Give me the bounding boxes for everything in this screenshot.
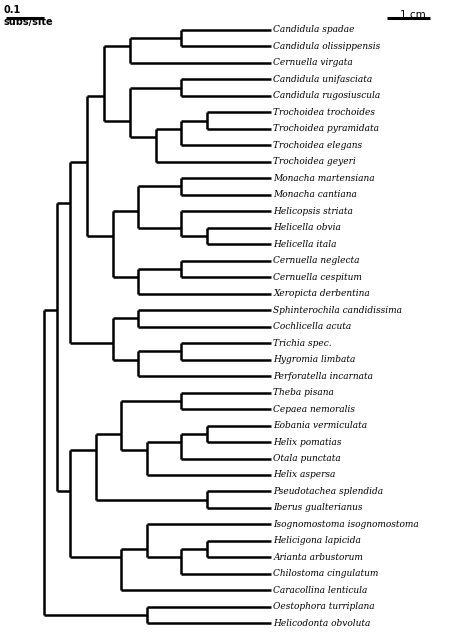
Text: Cernuella neglecta: Cernuella neglecta (273, 256, 360, 265)
Text: Iberus gualterianus: Iberus gualterianus (273, 503, 363, 513)
Text: Cernuella cespitum: Cernuella cespitum (273, 273, 362, 282)
Text: Sphinterochila candidissima: Sphinterochila candidissima (273, 306, 402, 315)
Text: 0.1
subs/site: 0.1 subs/site (3, 5, 53, 27)
Text: Xeropicta derbentina: Xeropicta derbentina (273, 289, 370, 298)
Text: Chilostoma cingulatum: Chilostoma cingulatum (273, 570, 379, 579)
Text: Perforatella incarnata: Perforatella incarnata (273, 372, 374, 380)
Text: Pseudotachea splendida: Pseudotachea splendida (273, 487, 383, 496)
Text: Helicella obvia: Helicella obvia (273, 223, 341, 232)
Text: Isognomostoma isognomostoma: Isognomostoma isognomostoma (273, 520, 419, 529)
Text: Cernuella virgata: Cernuella virgata (273, 58, 353, 67)
Text: Trochoidea trochoides: Trochoidea trochoides (273, 108, 375, 116)
Text: Trochoidea geyeri: Trochoidea geyeri (273, 157, 356, 166)
Text: Eobania vermiculata: Eobania vermiculata (273, 421, 367, 430)
Text: Candidula olissippensis: Candidula olissippensis (273, 42, 381, 51)
Text: Theba pisana: Theba pisana (273, 388, 334, 397)
Text: Candidula rugosiuscula: Candidula rugosiuscula (273, 91, 381, 100)
Text: Caracollina lenticula: Caracollina lenticula (273, 586, 368, 595)
Text: Cepaea nemoralis: Cepaea nemoralis (273, 404, 356, 413)
Text: Helix pomatias: Helix pomatias (273, 437, 342, 446)
Text: Candidula unifasciata: Candidula unifasciata (273, 75, 373, 84)
Text: Helix aspersa: Helix aspersa (273, 470, 336, 479)
Text: Candidula spadae: Candidula spadae (273, 25, 355, 34)
Text: Hygromia limbata: Hygromia limbata (273, 355, 356, 364)
Text: Otala punctata: Otala punctata (273, 454, 341, 463)
Text: Trochoidea elegans: Trochoidea elegans (273, 141, 363, 150)
Text: Arianta arbustorum: Arianta arbustorum (273, 553, 363, 562)
Text: Cochlicella acuta: Cochlicella acuta (273, 322, 352, 331)
Text: Helicigona lapicida: Helicigona lapicida (273, 536, 361, 546)
Text: Helicella itala: Helicella itala (273, 240, 337, 249)
Text: Trichia spec.: Trichia spec. (273, 339, 332, 348)
Text: Helicopsis striata: Helicopsis striata (273, 207, 353, 216)
Text: Oestophora turriplana: Oestophora turriplana (273, 603, 375, 611)
Text: 1 cm: 1 cm (400, 10, 426, 20)
Text: Trochoidea pyramidata: Trochoidea pyramidata (273, 124, 379, 134)
Text: Monacha martensiana: Monacha martensiana (273, 173, 375, 183)
Text: Helicodonta obvoluta: Helicodonta obvoluta (273, 619, 371, 628)
Text: Monacha cantiana: Monacha cantiana (273, 190, 357, 199)
